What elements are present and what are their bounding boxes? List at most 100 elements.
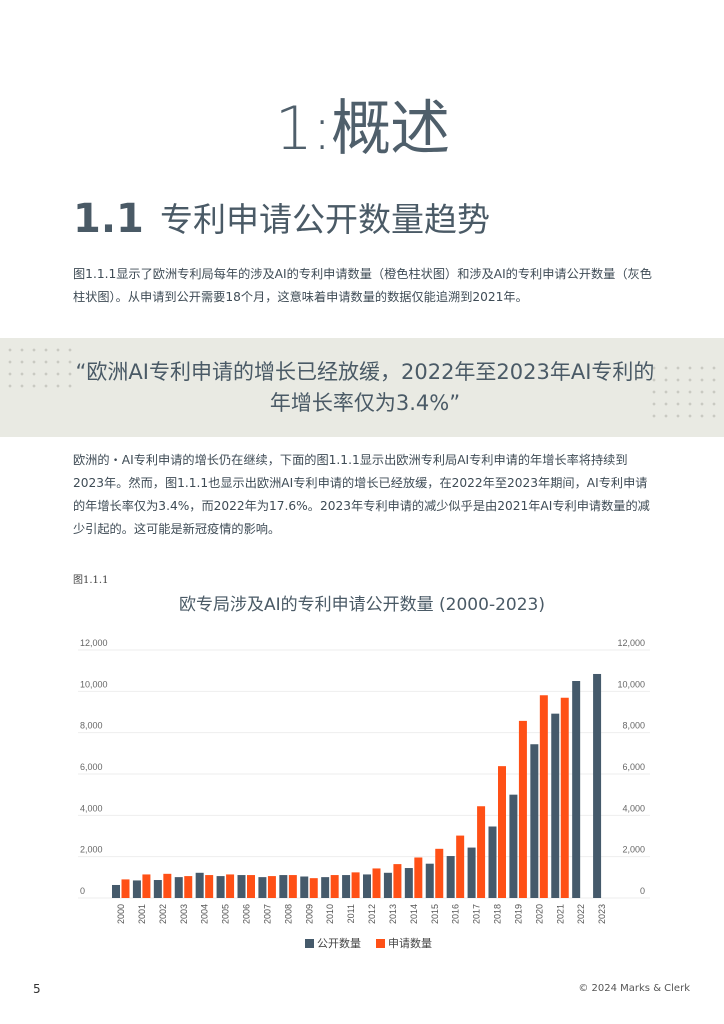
bar-applications-2008 xyxy=(288,875,297,898)
x-tick-label: 2006 xyxy=(242,904,252,924)
figure-label: 图1.1.1 xyxy=(73,575,109,586)
copyright: © 2024 Marks & Clerk xyxy=(578,983,690,994)
bar-published-2010 xyxy=(321,877,330,898)
dot-pattern-left xyxy=(4,344,76,392)
x-tick-label: 2018 xyxy=(493,904,503,924)
x-tick-label: 2012 xyxy=(367,904,377,924)
intro-paragraph: 图1.1.1显示了欧洲专利局每年的涉及AI的专利申请数量（橙色柱状图）和涉及AI… xyxy=(73,267,652,304)
x-tick-label: 2005 xyxy=(221,904,231,924)
y-tick-label-right: 12,000 xyxy=(617,638,645,648)
bar-applications-2020 xyxy=(539,695,548,898)
quote-banner xyxy=(0,338,724,437)
bar-published-2017 xyxy=(467,847,476,898)
bar-published-2006 xyxy=(237,875,246,898)
x-tick-label: 2016 xyxy=(451,904,461,924)
x-tick-label: 2019 xyxy=(513,904,523,924)
legend-published: 公开数量 xyxy=(305,935,361,951)
y-tick-label-right: 6,000 xyxy=(622,762,645,772)
bar-published-2018 xyxy=(488,826,497,898)
chapter-title: 1:概述 xyxy=(274,94,450,164)
legend-swatch-published xyxy=(305,939,314,948)
legend-applications: 申请数量 xyxy=(376,935,432,951)
bar-applications-2011 xyxy=(351,872,360,898)
x-tick-label: 2004 xyxy=(200,904,210,924)
bar-published-2002 xyxy=(153,880,162,898)
y-tick-label-left: 6,000 xyxy=(80,762,103,772)
pull-quote: “欧洲AI专利申请的增长已经放缓，2022年至2023年AI专利的年增长率仅为3… xyxy=(75,360,655,415)
bar-published-2015 xyxy=(425,863,434,898)
bar-published-2011 xyxy=(342,875,351,898)
bar-applications-2006 xyxy=(247,875,255,898)
body-paragraph: 欧洲的・AI专利申请的增长仍在继续，下面的图1.1.1显示出欧洲专利局AI专利申… xyxy=(73,453,650,536)
y-tick-label-right: 2,000 xyxy=(622,845,645,855)
section-title: 专利申请公开数量趋势 xyxy=(160,200,490,239)
bar-published-2009 xyxy=(300,876,309,898)
bar-published-2005 xyxy=(216,876,225,898)
bar-applications-2013 xyxy=(393,864,402,898)
x-tick-label: 2003 xyxy=(179,904,189,924)
bar-applications-2005 xyxy=(226,874,235,898)
bar-applications-2010 xyxy=(330,875,339,898)
bar-published-2019 xyxy=(509,794,518,898)
bar-applications-2016 xyxy=(456,835,465,898)
bar-applications-2002 xyxy=(163,873,172,898)
x-tick-label: 2008 xyxy=(283,904,293,924)
x-tick-label: 2022 xyxy=(576,904,586,924)
bar-applications-2018 xyxy=(498,766,506,898)
x-tick-label: 2000 xyxy=(116,904,126,924)
y-tick-label-left: 0 xyxy=(80,886,85,896)
bar-published-2012 xyxy=(363,874,371,898)
bar-applications-2014 xyxy=(414,857,423,898)
bar-applications-2000 xyxy=(121,879,130,898)
y-tick-label-right: 8,000 xyxy=(622,721,645,731)
bar-applications-2017 xyxy=(477,806,486,898)
bar-applications-2009 xyxy=(309,878,318,898)
x-tick-label: 2013 xyxy=(388,904,398,924)
y-tick-label-right: 4,000 xyxy=(622,803,645,813)
bar-published-2000 xyxy=(112,884,120,898)
bar-applications-2004 xyxy=(205,875,214,898)
y-tick-label-right: 10,000 xyxy=(617,679,645,689)
dot-pattern-right xyxy=(648,362,720,422)
y-tick-label-left: 2,000 xyxy=(80,845,103,855)
bar-published-2014 xyxy=(404,868,413,898)
bar-published-2020 xyxy=(530,744,539,898)
bar-published-2007 xyxy=(258,877,267,898)
bar-applications-2015 xyxy=(435,848,444,898)
y-tick-label-left: 8,000 xyxy=(80,721,103,731)
bar-applications-2021 xyxy=(560,697,569,898)
legend-swatch-applications xyxy=(376,939,385,948)
x-tick-label: 2023 xyxy=(597,904,607,924)
bar-applications-2003 xyxy=(184,876,193,898)
bar-applications-2007 xyxy=(267,876,276,898)
x-tick-label: 2002 xyxy=(158,904,168,924)
y-tick-label-left: 4,000 xyxy=(80,803,103,813)
x-tick-label: 2020 xyxy=(534,904,544,924)
x-tick-label: 2014 xyxy=(409,904,419,924)
y-tick-label-right: 0 xyxy=(640,886,645,896)
x-tick-label: 2009 xyxy=(304,904,314,924)
page-number: 5 xyxy=(33,982,41,996)
bar-applications-2001 xyxy=(142,874,151,898)
bar-published-2023 xyxy=(593,673,602,898)
bar-applications-2019 xyxy=(518,720,527,898)
bar-published-2004 xyxy=(195,872,204,898)
section-number: 1.1 xyxy=(73,196,144,242)
bar-published-2013 xyxy=(383,872,392,898)
bar-published-2008 xyxy=(279,875,288,898)
x-tick-label: 2001 xyxy=(137,904,147,924)
x-tick-label: 2015 xyxy=(430,904,440,924)
bar-published-2003 xyxy=(174,877,183,898)
chart-title: 欧专局涉及AI的专利申请公开数量 (2000-2023) xyxy=(179,595,545,615)
x-tick-label: 2007 xyxy=(262,904,272,924)
legend-label: 申请数量 xyxy=(388,937,432,950)
bar-published-2021 xyxy=(551,713,560,898)
legend-label: 公开数量 xyxy=(317,937,361,950)
bar-published-2016 xyxy=(446,856,455,898)
x-tick-label: 2021 xyxy=(555,904,565,924)
bar-chart: 0 0 2,000 2,000 4,000 4,000 6,000 6,000 8,000 8,0… xyxy=(78,638,650,924)
bar-published-2022 xyxy=(572,681,581,898)
bar-applications-2012 xyxy=(372,868,381,898)
bar-published-2001 xyxy=(132,880,141,898)
y-tick-label-left: 10,000 xyxy=(80,679,108,689)
